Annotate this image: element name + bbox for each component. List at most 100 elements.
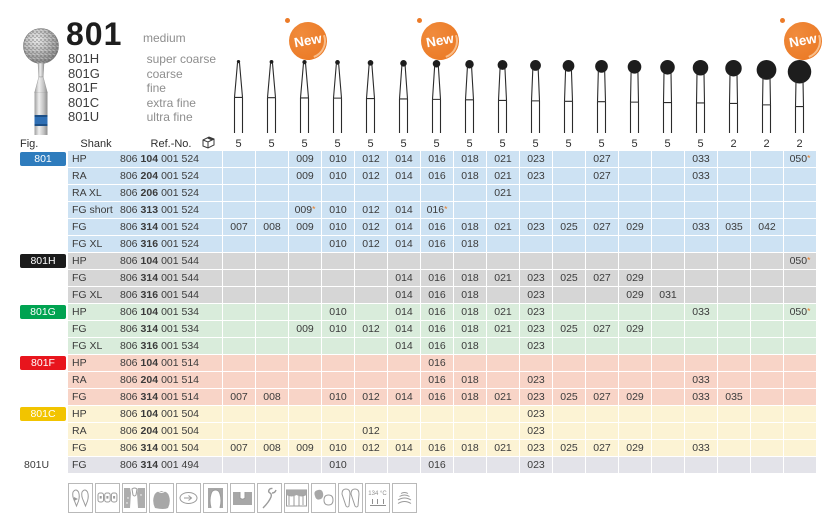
- table-row: FG XL 806 316 001 524 010 012 014 016 018: [20, 236, 816, 252]
- size-cell: [288, 389, 321, 405]
- variant-finish: coarse: [146, 66, 183, 81]
- size-cell: [222, 202, 255, 218]
- size-cell: [552, 457, 585, 473]
- size-cell: 023: [519, 338, 552, 354]
- fig-cell: 801G: [20, 304, 68, 320]
- size-cell: [618, 372, 651, 388]
- table-row: RA 806 204 001 514 016 018 023 033: [20, 372, 816, 388]
- size-value: 018: [461, 289, 479, 301]
- pack-size-header: 5: [697, 137, 704, 150]
- ref-part: 001 534: [161, 306, 200, 318]
- size-cell: [321, 253, 354, 269]
- size-cell: [255, 253, 288, 269]
- ref-part: 806: [120, 459, 138, 471]
- size-cell: [783, 185, 816, 201]
- size-cell: 023: [519, 168, 552, 184]
- size-cell: [354, 270, 387, 286]
- size-cell: [618, 457, 651, 473]
- size-cell: [651, 423, 684, 439]
- size-cell: [288, 253, 321, 269]
- size-value: 033: [692, 391, 710, 403]
- size-cell: [585, 236, 618, 252]
- table-row: 801C HP 806 104 001 504 023: [20, 406, 816, 422]
- inlay-icon: [230, 483, 255, 513]
- shank-ref-cell: FG 806 314 001 504: [68, 440, 222, 456]
- pack-size-header: 2: [796, 137, 803, 150]
- size-cell: 021: [486, 151, 519, 167]
- size-cell: [288, 185, 321, 201]
- size-cell: 021: [486, 304, 519, 320]
- new-badge-label: New: [780, 18, 825, 64]
- size-cell: 010: [321, 168, 354, 184]
- size-value: 007: [230, 221, 248, 233]
- shank-value: FG: [72, 323, 87, 335]
- ref-number: 806 104 001 524: [120, 153, 199, 165]
- fig-label: 801H: [20, 254, 66, 268]
- size-cell: [255, 270, 288, 286]
- size-cell: 050*: [783, 304, 816, 320]
- size-cell: 014: [387, 151, 420, 167]
- size-cell: 029: [618, 321, 651, 337]
- product-finish: medium: [143, 31, 186, 45]
- size-cell: 027: [585, 440, 618, 456]
- pack-size-header: 5: [301, 137, 308, 150]
- ref-number: 806 314 001 494: [120, 459, 199, 471]
- ref-part: 316: [140, 238, 159, 250]
- size-cell: [651, 168, 684, 184]
- size-value: 012: [362, 221, 380, 233]
- size-cell: [486, 355, 519, 371]
- ref-part: 806: [120, 425, 138, 437]
- size-cell: [255, 287, 288, 303]
- shank-value: FG XL: [72, 340, 103, 352]
- ref-number: 806 314 001 514: [120, 391, 199, 403]
- size-value: 029: [626, 272, 644, 284]
- size-cell: [684, 406, 717, 422]
- size-cell: [453, 253, 486, 269]
- new-badge: New: [282, 16, 330, 64]
- size-cell: [321, 287, 354, 303]
- ref-part: 001 524: [161, 204, 200, 216]
- size-cell: 025: [552, 270, 585, 286]
- size-cell: 010: [321, 440, 354, 456]
- shank-value: HP: [72, 357, 87, 369]
- ref-number: 806 204 001 524: [120, 170, 199, 182]
- size-value: 021: [494, 170, 512, 182]
- size-cell: 008: [255, 440, 288, 456]
- size-cell: [651, 202, 684, 218]
- size-cell: 018: [453, 372, 486, 388]
- shank-ref-cell: HP 806 104 001 534: [68, 304, 222, 320]
- ref-number: 806 104 001 514: [120, 357, 199, 369]
- size-cell: [255, 304, 288, 320]
- size-value: 012: [362, 204, 380, 216]
- size-cell: 033: [684, 151, 717, 167]
- size-cell: [618, 151, 651, 167]
- ref-part: 806: [120, 357, 138, 369]
- table-header-row: Fig. Shank Ref.-No. 5 5 5 5 5 5 5 5 5 5 5 5 5 5 5 2 2 2: [20, 135, 816, 150]
- fig-label: 801C: [20, 407, 66, 421]
- size-cell: [255, 185, 288, 201]
- size-cell: [750, 440, 783, 456]
- size-cell: 031: [651, 287, 684, 303]
- size-cell: [717, 406, 750, 422]
- size-cell: 016*: [420, 202, 453, 218]
- sterilize-temp-label: 134 °C: [368, 490, 387, 497]
- ref-part: 001 544: [161, 272, 200, 284]
- size-value: 009: [296, 153, 314, 165]
- table-row: FG short 806 313 001 524 009* 010 012 014 016*: [20, 202, 816, 218]
- size-value: 035: [725, 221, 743, 233]
- variant-code: 801F: [68, 80, 98, 96]
- ref-part: 001 514: [161, 357, 200, 369]
- size-value: 023: [527, 306, 545, 318]
- size-cell: 023: [519, 389, 552, 405]
- size-cell: 014: [387, 440, 420, 456]
- size-cell: [222, 355, 255, 371]
- size-cell: [321, 270, 354, 286]
- size-cell: [783, 406, 816, 422]
- size-value: 023: [527, 170, 545, 182]
- fig-label: 801U: [24, 459, 50, 471]
- size-cell: 014: [387, 236, 420, 252]
- size-value: 008: [263, 221, 281, 233]
- size-cell: [486, 423, 519, 439]
- pack-size-header: 5: [631, 137, 638, 150]
